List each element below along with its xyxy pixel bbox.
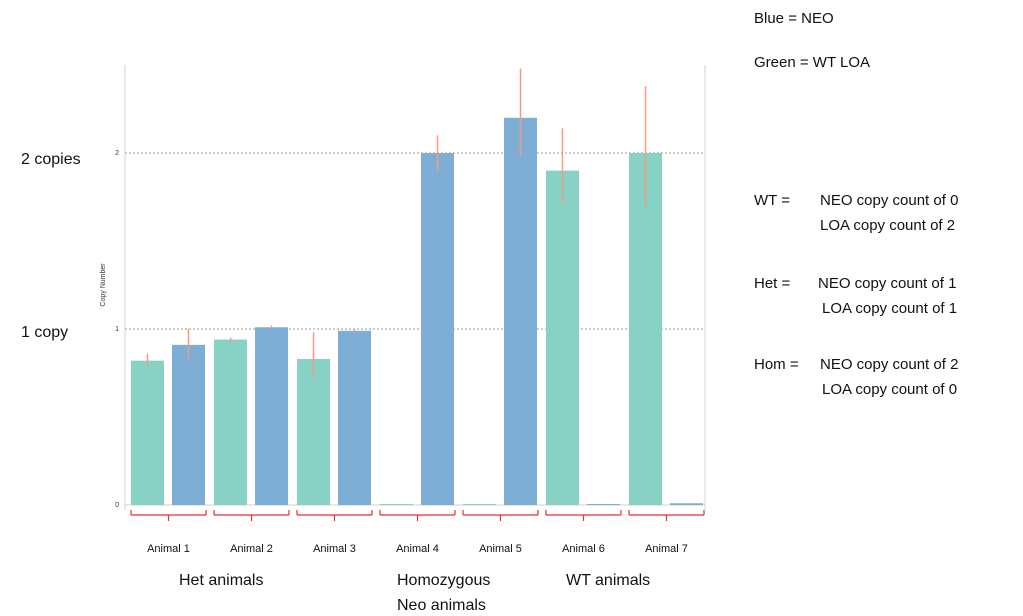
x-tick-label: Animal 1: [147, 543, 190, 555]
bar: [131, 360, 164, 505]
definition-line: NEO copy count of 1: [818, 275, 957, 292]
definition-line: LOA copy count of 1: [822, 300, 958, 317]
definition-line: NEO copy count of 0: [820, 192, 959, 209]
one-copy-label: 1 copy: [21, 324, 69, 341]
bar: [463, 504, 496, 505]
definition-head: Hom =: [754, 356, 799, 373]
bar: [629, 153, 662, 505]
bar: [421, 153, 454, 505]
bar: [504, 117, 537, 506]
definition-line: LOA copy count of 2: [820, 217, 956, 234]
y-tick-label: 2: [115, 150, 119, 157]
definition-line: LOA copy count of 0: [822, 381, 958, 398]
group-label-hom-line2: Neo animals: [397, 597, 486, 614]
bar: [338, 330, 371, 505]
bar: [546, 170, 579, 505]
bar: [214, 339, 247, 505]
definition-line: NEO copy count of 2: [820, 356, 959, 373]
x-tick-label: Animal 2: [230, 543, 273, 555]
legend-green: Green = WT LOA: [754, 54, 871, 71]
x-tick-label: Animal 4: [396, 543, 439, 555]
two-copies-label: 2 copies: [21, 151, 81, 168]
bar: [297, 358, 330, 505]
definition-head: Het =: [754, 275, 791, 292]
group-label-hom: Homozygous: [397, 572, 491, 589]
bar: [255, 327, 288, 505]
x-tick-label: Animal 7: [645, 543, 688, 555]
x-tick-label: Animal 5: [479, 543, 522, 555]
legend-blue: Blue = NEO: [754, 10, 834, 27]
y-tick-label: 1: [115, 326, 119, 333]
y-tick-label: 0: [115, 502, 119, 509]
bar: [670, 503, 703, 505]
bar: [380, 504, 413, 505]
group-label-het: Het animals: [179, 572, 264, 589]
bar: [172, 344, 205, 505]
x-tick-label: Animal 6: [562, 543, 605, 555]
group-label-wt: WT animals: [566, 572, 651, 589]
x-tick-label: Animal 3: [313, 543, 356, 555]
y-axis-label: Copy Number: [100, 263, 107, 307]
definition-head: WT =: [754, 192, 790, 209]
bar: [587, 504, 620, 505]
